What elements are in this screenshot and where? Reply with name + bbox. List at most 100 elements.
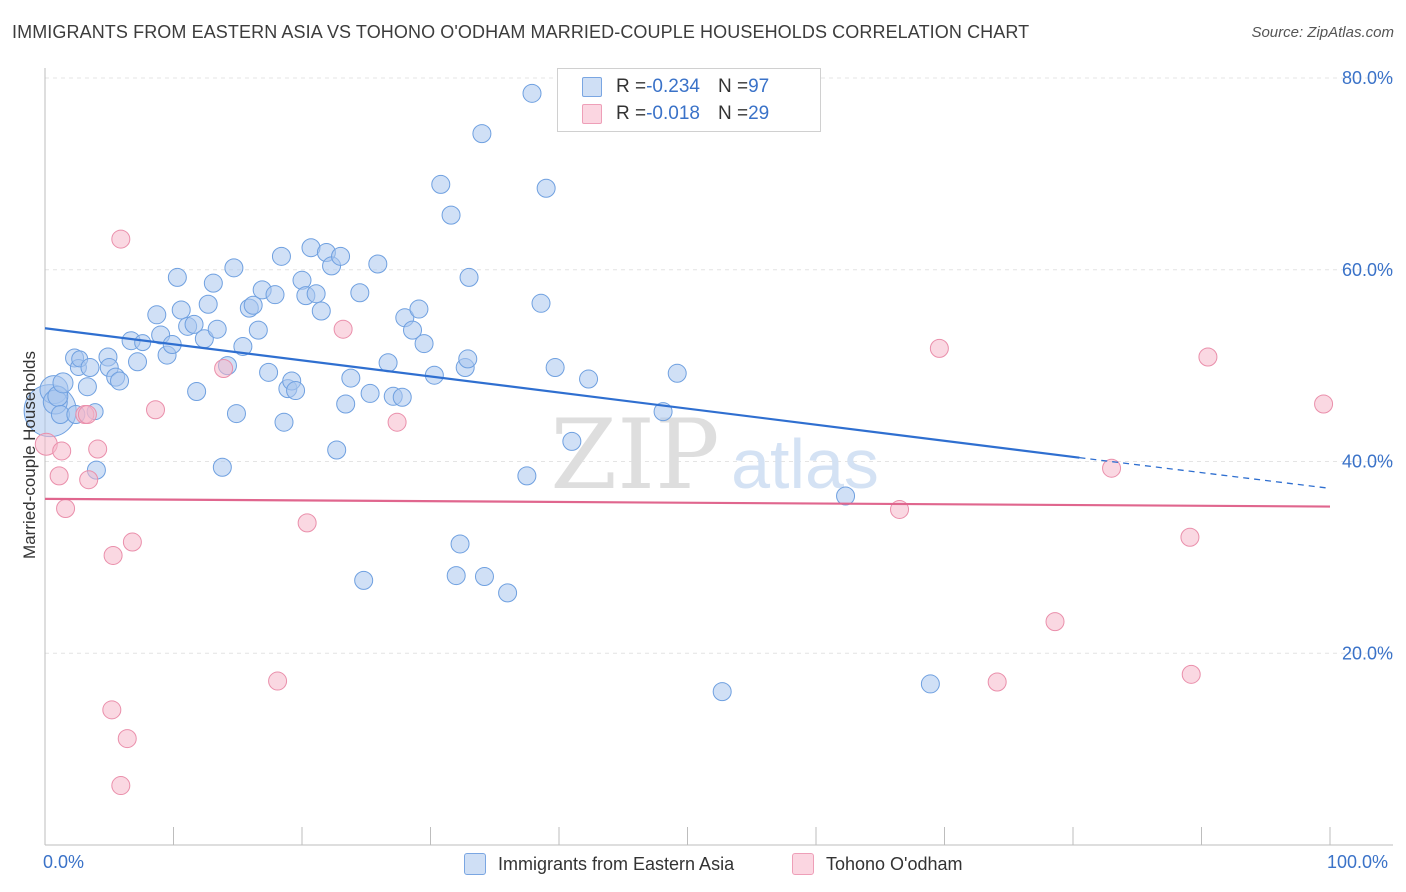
point-eastern-asia (248, 320, 268, 340)
point-tohono (146, 400, 166, 420)
point-eastern-asia (536, 178, 556, 198)
point-tohono (1198, 347, 1218, 367)
trend-line-eastern-asia (44, 327, 1080, 459)
point-tohono (297, 513, 317, 533)
point-tohono (102, 700, 122, 720)
point-tohono (77, 405, 97, 425)
watermark-atlas: atlas (731, 425, 879, 503)
point-eastern-asia (274, 412, 294, 432)
point-eastern-asia (306, 284, 326, 304)
point-eastern-asia (203, 273, 223, 293)
point-eastern-asia (167, 267, 187, 287)
point-eastern-asia (198, 294, 218, 314)
point-eastern-asia (184, 314, 204, 334)
point-eastern-asia (327, 440, 347, 460)
chart-title: IMMIGRANTS FROM EASTERN ASIA VS TOHONO O… (12, 22, 1030, 42)
point-eastern-asia (545, 358, 565, 378)
watermark-zip: ZIP (550, 399, 719, 511)
point-eastern-asia (336, 394, 356, 414)
stats-n-value: 97 (748, 76, 770, 97)
y-tick-label: 40.0% (1342, 452, 1393, 472)
point-tohono (111, 776, 131, 796)
point-tohono (79, 470, 99, 490)
legend-label-tohono: Tohono O'odham (826, 853, 963, 874)
axes (44, 68, 1393, 846)
point-tohono (1314, 394, 1334, 414)
point-eastern-asia (414, 334, 434, 354)
point-eastern-asia (409, 299, 429, 319)
stats-r-label: R = (616, 76, 647, 97)
stats-r-value: -0.234 (646, 76, 700, 97)
stats-n-value: 29 (748, 103, 770, 124)
point-eastern-asia (474, 567, 494, 587)
point-eastern-asia (667, 363, 687, 383)
point-eastern-asia (836, 486, 856, 506)
point-tohono (987, 672, 1007, 692)
stats-swatch-tohono (582, 104, 602, 124)
point-tohono (117, 729, 137, 749)
point-tohono (214, 359, 234, 379)
point-eastern-asia (259, 362, 279, 382)
point-eastern-asia (271, 246, 291, 266)
series-eastern-asia (23, 83, 940, 702)
stats-swatch-eastern-asia (582, 77, 602, 97)
point-eastern-asia (341, 368, 361, 388)
point-eastern-asia (446, 566, 466, 586)
point-tohono (929, 338, 949, 358)
point-tohono (1102, 458, 1122, 478)
legend-item-tohono[interactable]: Tohono O'odham (792, 851, 963, 877)
point-eastern-asia (212, 457, 232, 477)
series-legend: Immigrants from Eastern Asia Tohono O'od… (0, 851, 1406, 877)
x-tick-min: 0.0% (43, 852, 85, 872)
y-tick-labels: 20.0% 40.0% 60.0% 80.0% (1342, 68, 1393, 663)
point-eastern-asia (286, 381, 306, 401)
point-eastern-asia (77, 377, 97, 397)
point-eastern-asia (224, 258, 244, 278)
trend-lines (44, 327, 1331, 508)
point-eastern-asia (311, 301, 331, 321)
point-tohono (56, 498, 76, 518)
point-tohono (1180, 527, 1200, 547)
source-label: Source: ZipAtlas.com (1251, 24, 1394, 41)
point-tohono (103, 545, 123, 565)
point-eastern-asia (498, 583, 518, 603)
point-eastern-asia (522, 83, 542, 103)
point-tohono (88, 439, 108, 459)
point-eastern-asia (403, 320, 423, 340)
point-tohono (1181, 664, 1201, 684)
point-eastern-asia (392, 387, 412, 407)
point-eastern-asia (360, 383, 380, 403)
stats-row-tohono: R = -0.018 N = 29 (582, 101, 769, 127)
point-eastern-asia (441, 205, 461, 225)
point-eastern-asia (331, 246, 351, 266)
point-eastern-asia (350, 283, 370, 303)
point-eastern-asia (459, 267, 479, 287)
stats-n-label: N = (717, 76, 749, 97)
point-eastern-asia (431, 174, 451, 194)
legend-swatch-tohono (792, 853, 814, 875)
point-tohono (49, 466, 69, 486)
point-eastern-asia (354, 570, 374, 590)
y-tick-label: 60.0% (1342, 260, 1393, 280)
x-tick-max: 100.0% (1327, 852, 1389, 872)
point-eastern-asia (187, 382, 207, 402)
point-tohono (268, 671, 288, 691)
point-tohono (122, 532, 142, 552)
point-tohono (111, 229, 131, 249)
legend-label-eastern-asia: Immigrants from Eastern Asia (498, 853, 735, 874)
point-eastern-asia (233, 336, 253, 356)
point-eastern-asia (579, 369, 599, 389)
legend-item-eastern-asia[interactable]: Immigrants from Eastern Asia (464, 851, 734, 877)
point-eastern-asia (171, 300, 191, 320)
point-eastern-asia (531, 293, 551, 313)
point-eastern-asia (458, 349, 478, 369)
point-eastern-asia (562, 431, 582, 451)
point-eastern-asia (110, 371, 130, 391)
point-eastern-asia (517, 466, 537, 486)
watermark: ZIP atlas (550, 399, 879, 511)
point-eastern-asia (243, 295, 263, 315)
point-eastern-asia (712, 682, 732, 702)
series-tohono (34, 229, 1334, 796)
point-eastern-asia (368, 254, 388, 274)
